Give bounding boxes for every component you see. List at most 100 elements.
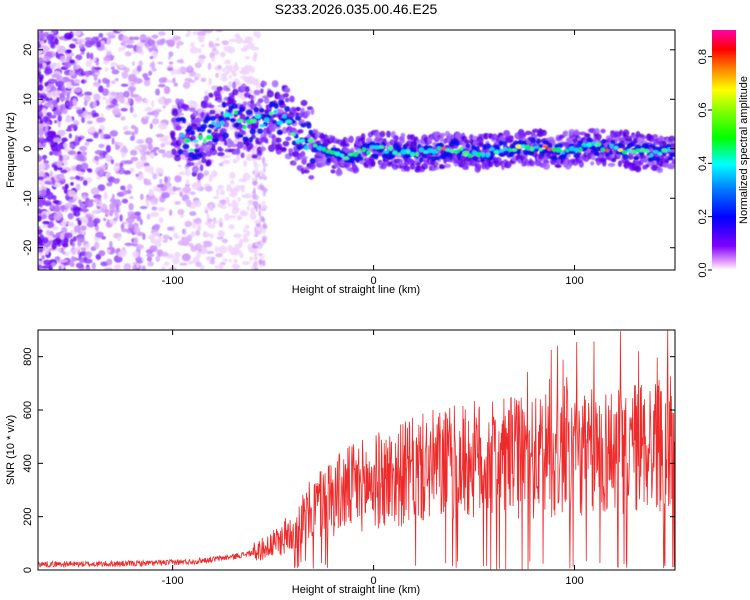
ridge-core-blob bbox=[256, 128, 264, 135]
noise-blob bbox=[38, 215, 42, 222]
noise-blob bbox=[228, 38, 237, 43]
ridge-halo-blob bbox=[410, 160, 415, 165]
noise-blob bbox=[62, 242, 69, 248]
noise-blob bbox=[228, 224, 235, 230]
streak-blob bbox=[260, 207, 267, 212]
noise-blob bbox=[105, 98, 110, 106]
noise-blob bbox=[149, 152, 155, 159]
noise-blob bbox=[203, 170, 210, 176]
noise-blob bbox=[189, 211, 197, 216]
noise-blob bbox=[151, 206, 158, 211]
ridge-core-blob bbox=[522, 140, 527, 146]
noise-blob bbox=[231, 69, 236, 75]
noise-blob bbox=[151, 34, 159, 39]
ridge-halo-blob bbox=[469, 160, 477, 167]
ridge-peak-blob bbox=[250, 118, 257, 124]
noise-blob bbox=[59, 105, 64, 111]
noise-blob bbox=[140, 150, 147, 156]
noise-blob bbox=[156, 39, 165, 46]
ridge-core-blob bbox=[191, 130, 196, 136]
ridge-halo-blob bbox=[626, 138, 633, 142]
noise-blob bbox=[83, 100, 88, 107]
ridge-peak-blob bbox=[565, 148, 570, 153]
noise-blob bbox=[179, 188, 183, 193]
noise-blob bbox=[136, 260, 143, 264]
ridge-halo-blob bbox=[634, 165, 642, 173]
ridge-peak-blob bbox=[347, 152, 354, 157]
noise-blob bbox=[77, 171, 85, 176]
noise-blob bbox=[93, 217, 101, 224]
ridge-halo-blob bbox=[280, 146, 287, 152]
noise-blob bbox=[145, 253, 155, 258]
ridge-halo-blob bbox=[458, 161, 466, 168]
x-tick-label: -100 bbox=[162, 275, 184, 287]
noise-blob bbox=[98, 167, 105, 175]
ridge-core-blob bbox=[245, 116, 250, 121]
noise-blob bbox=[38, 226, 41, 230]
snr-series-line bbox=[38, 330, 675, 570]
noise-blob bbox=[38, 43, 42, 49]
noise-blob bbox=[85, 60, 92, 68]
colorbar-tick-label: 0.8 bbox=[697, 49, 709, 64]
noise-blob bbox=[51, 73, 60, 78]
streak-blob bbox=[262, 166, 266, 173]
noise-blob bbox=[109, 202, 116, 211]
ridge-core-blob bbox=[294, 115, 302, 121]
ridge-halo-blob bbox=[284, 97, 290, 103]
noise-blob bbox=[111, 98, 118, 106]
noise-blob bbox=[155, 88, 161, 96]
ridge-core-blob bbox=[669, 152, 675, 158]
noise-blob bbox=[75, 183, 81, 191]
noise-blob bbox=[165, 150, 173, 159]
noise-blob bbox=[45, 56, 50, 62]
ridge-halo-blob bbox=[615, 136, 620, 142]
noise-blob bbox=[90, 187, 100, 195]
ridge-peak-blob bbox=[400, 149, 407, 155]
ridge-halo-blob bbox=[440, 132, 446, 138]
noise-blob bbox=[226, 186, 233, 192]
noise-blob bbox=[49, 62, 57, 70]
noise-blob bbox=[213, 171, 218, 177]
noise-blob bbox=[191, 182, 201, 190]
snr-frame bbox=[37, 329, 676, 571]
noise-blob bbox=[84, 251, 93, 259]
ridge-halo-blob bbox=[213, 128, 219, 133]
noise-blob bbox=[56, 159, 62, 167]
noise-blob bbox=[57, 167, 63, 171]
noise-blob bbox=[208, 40, 214, 48]
noise-blob bbox=[230, 180, 235, 184]
ridge-peak-blob bbox=[259, 123, 266, 128]
noise-blob bbox=[224, 70, 230, 75]
noise-blob bbox=[139, 218, 143, 226]
noise-blob bbox=[130, 81, 136, 86]
noise-blob bbox=[68, 190, 77, 198]
noise-blob bbox=[229, 171, 236, 179]
noise-blob bbox=[44, 248, 50, 255]
ridge-core-blob bbox=[480, 157, 485, 162]
noise-blob bbox=[157, 97, 165, 103]
noise-blob bbox=[116, 235, 121, 242]
noise-blob bbox=[39, 119, 44, 124]
ridge-peak-blob bbox=[233, 110, 238, 115]
noise-blob bbox=[121, 150, 127, 159]
noise-blob bbox=[172, 77, 176, 84]
colorbar-tick-label: 0.2 bbox=[697, 209, 709, 224]
noise-blob bbox=[247, 243, 252, 251]
noise-blob bbox=[71, 242, 75, 247]
noise-blob bbox=[93, 66, 102, 71]
noise-blob bbox=[84, 91, 93, 96]
ridge-peak-blob bbox=[220, 120, 225, 126]
noise-blob bbox=[38, 31, 44, 40]
noise-blob bbox=[132, 113, 138, 118]
noise-blob bbox=[232, 158, 238, 164]
ridge-core-blob bbox=[372, 153, 379, 159]
ridge-peak-blob bbox=[586, 142, 593, 148]
ridge-halo-blob bbox=[190, 135, 196, 142]
y-tick-label: 20 bbox=[22, 44, 34, 56]
noise-blob bbox=[133, 237, 139, 245]
noise-blob bbox=[252, 54, 258, 62]
noise-blob bbox=[197, 47, 202, 54]
ridge-halo-blob bbox=[551, 139, 556, 146]
noise-blob bbox=[145, 137, 153, 145]
ridge-peak-blob bbox=[236, 119, 244, 123]
